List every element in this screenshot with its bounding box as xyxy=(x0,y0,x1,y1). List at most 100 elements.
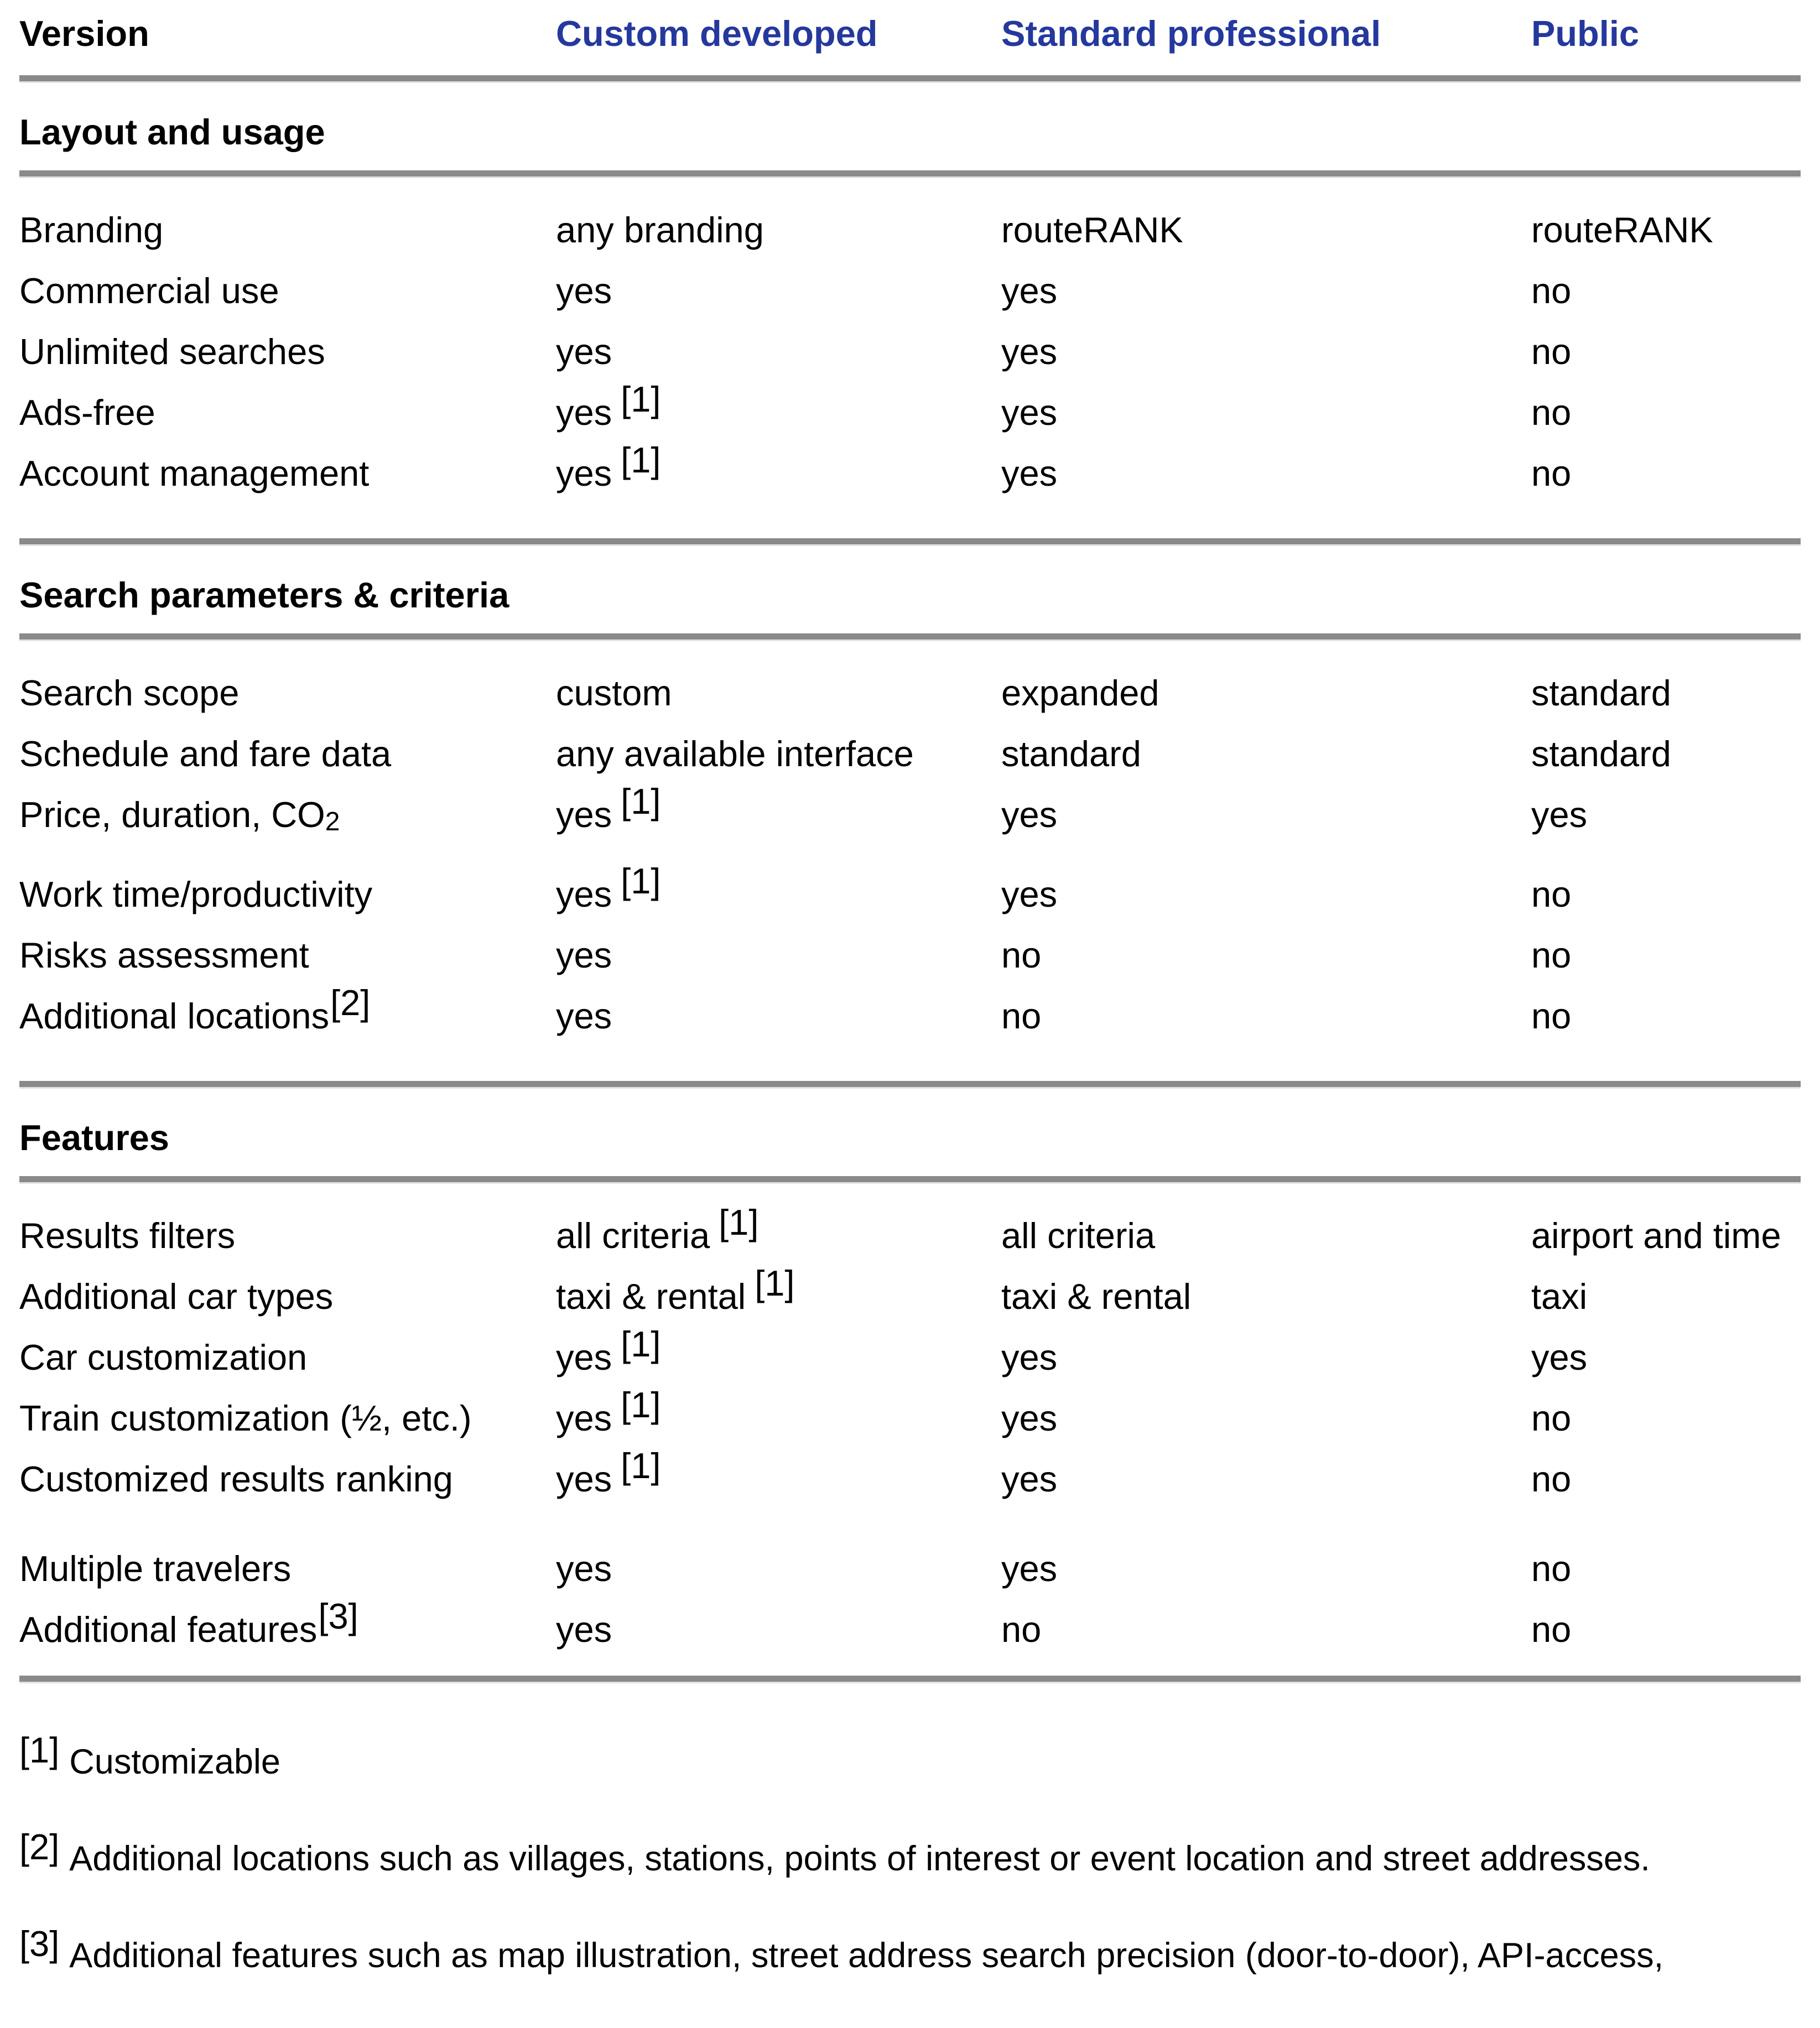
cell-value: yes xyxy=(556,1548,612,1589)
table-row: Work time/productivity yes [1] yes no xyxy=(19,861,1801,917)
cell-value: no xyxy=(1531,874,1572,914)
cell-standard-professional: yes xyxy=(1001,872,1531,917)
footnote-ref: [1] xyxy=(621,440,661,480)
cell-value: no xyxy=(1531,271,1572,311)
cell-custom-developed: any available interface xyxy=(556,731,1001,777)
section-divider xyxy=(19,75,1801,83)
section-heading: Features xyxy=(19,1117,169,1158)
table-row: Multiple travelers yes yes no xyxy=(19,1546,1801,1592)
cell-value: no xyxy=(1531,1398,1572,1438)
cell-standard-professional: expanded xyxy=(1001,670,1531,716)
cell-standard-professional: yes xyxy=(1001,329,1531,375)
table-row: Commercial use yes yes no xyxy=(19,268,1801,314)
footnote-text: Additional features such as map illustra… xyxy=(69,1936,1664,1975)
cell-public: no xyxy=(1531,268,1801,314)
table-row: Price, duration, CO2 yes [1] yes yes xyxy=(19,781,1801,841)
cell-value: yes xyxy=(1001,331,1058,372)
row-label: Price, duration, CO2 xyxy=(19,792,556,841)
cell-value: yes xyxy=(1001,1398,1058,1438)
cell-public: standard xyxy=(1531,670,1801,716)
row-label-text: Account management xyxy=(19,453,370,493)
cell-value: any available interface xyxy=(556,734,914,774)
section-heading: Search parameters & criteria xyxy=(19,575,509,615)
section-divider xyxy=(19,633,1801,641)
cell-public: yes xyxy=(1531,1335,1801,1380)
cell-value: no xyxy=(1001,1609,1042,1650)
cell-value: yes xyxy=(556,271,612,311)
row-label-text: Multiple travelers xyxy=(19,1548,292,1589)
table-row: Additional locations[2] yes no no xyxy=(19,982,1801,1039)
cell-value: yes xyxy=(1531,794,1588,835)
cell-public: no xyxy=(1531,994,1801,1039)
row-label: Results filters xyxy=(19,1213,556,1259)
row-label-text: Work time/productivity xyxy=(19,874,373,914)
row-label: Commercial use xyxy=(19,268,556,314)
cell-value: no xyxy=(1531,453,1572,493)
footnote-ref: [1] xyxy=(621,1445,661,1486)
cell-custom-developed: custom xyxy=(556,670,1001,716)
section-rows: Branding any branding routeRANK routeRAN… xyxy=(19,178,1801,538)
table-row: Risks assessment yes no no xyxy=(19,933,1801,978)
row-label: Search scope xyxy=(19,670,556,716)
cell-custom-developed: taxi & rental [1] xyxy=(556,1263,1001,1319)
row-label-text: Search scope xyxy=(19,673,240,713)
row-label-text: Additional features xyxy=(19,1609,318,1650)
cell-public: no xyxy=(1531,1546,1801,1592)
table-row: Additional features[3] yes no no xyxy=(19,1596,1801,1652)
table-row: Unlimited searches yes yes no xyxy=(19,329,1801,375)
cell-value: taxi xyxy=(1531,1276,1588,1317)
cell-value: yes xyxy=(556,1609,612,1650)
row-label-text: Customized results ranking xyxy=(19,1459,453,1499)
cell-custom-developed: yes xyxy=(556,329,1001,375)
cell-value: yes xyxy=(1001,874,1058,914)
footnote-text: Additional locations such as villages, s… xyxy=(69,1839,1650,1878)
footnote-ref: [1] xyxy=(719,1202,759,1242)
footnote-ref: [3] xyxy=(318,1596,358,1636)
footnote-marker: [1] xyxy=(19,1730,60,1770)
table-row: Car customization yes [1] yes yes xyxy=(19,1324,1801,1380)
row-label-text: Price, duration, CO xyxy=(19,794,325,835)
row-label-text: Unlimited searches xyxy=(19,331,325,372)
cell-value: airport and time xyxy=(1531,1215,1781,1256)
cell-public: no xyxy=(1531,451,1801,496)
footnote: [3] Additional features such as map illus… xyxy=(19,1923,1801,1978)
row-label-text: Results filters xyxy=(19,1215,236,1256)
row-label-text: Additional locations xyxy=(19,996,330,1036)
cell-custom-developed: yes xyxy=(556,994,1001,1039)
footnote-marker: [2] xyxy=(19,1827,60,1867)
cell-custom-developed: yes [1] xyxy=(556,861,1001,917)
cell-standard-professional: yes xyxy=(1001,792,1531,838)
cell-custom-developed: yes xyxy=(556,933,1001,978)
cell-value: yes xyxy=(556,1398,612,1438)
cell-value: yes xyxy=(1001,794,1058,835)
footnote-marker: [3] xyxy=(19,1923,60,1964)
cell-value: no xyxy=(1531,331,1572,372)
column-header-public: Public xyxy=(1531,13,1640,54)
cell-standard-professional: all criteria xyxy=(1001,1213,1531,1259)
table-row: Ads-free yes [1] yes no xyxy=(19,379,1801,435)
row-label: Work time/productivity xyxy=(19,872,556,917)
cell-standard-professional: no xyxy=(1001,933,1531,978)
cell-standard-professional: no xyxy=(1001,1607,1531,1652)
cell-standard-professional: yes xyxy=(1001,268,1531,314)
row-label: Additional features[3] xyxy=(19,1596,556,1652)
footnote: [2] Additional locations such as villages… xyxy=(19,1827,1801,1881)
cell-public: no xyxy=(1531,1396,1801,1441)
footnote-ref: [1] xyxy=(621,861,661,901)
table-row: Additional car types taxi & rental [1] ta… xyxy=(19,1263,1801,1319)
table-header-row: Version Custom developed Standard profes… xyxy=(19,11,1801,56)
cell-custom-developed: yes xyxy=(556,1546,1001,1592)
cell-custom-developed: yes [1] xyxy=(556,1445,1001,1502)
cell-custom-developed: yes xyxy=(556,268,1001,314)
cell-standard-professional: standard xyxy=(1001,731,1531,777)
cell-value: no xyxy=(1531,1459,1572,1499)
cell-value: standard xyxy=(1001,734,1141,774)
footnote-ref: [1] xyxy=(621,1324,661,1364)
cell-value: custom xyxy=(556,673,672,713)
row-label: Branding xyxy=(19,207,556,253)
cell-public: taxi xyxy=(1531,1274,1801,1319)
section-divider xyxy=(19,170,1801,178)
footnote-ref: [1] xyxy=(621,781,661,821)
cell-value: yes xyxy=(1001,1459,1058,1499)
